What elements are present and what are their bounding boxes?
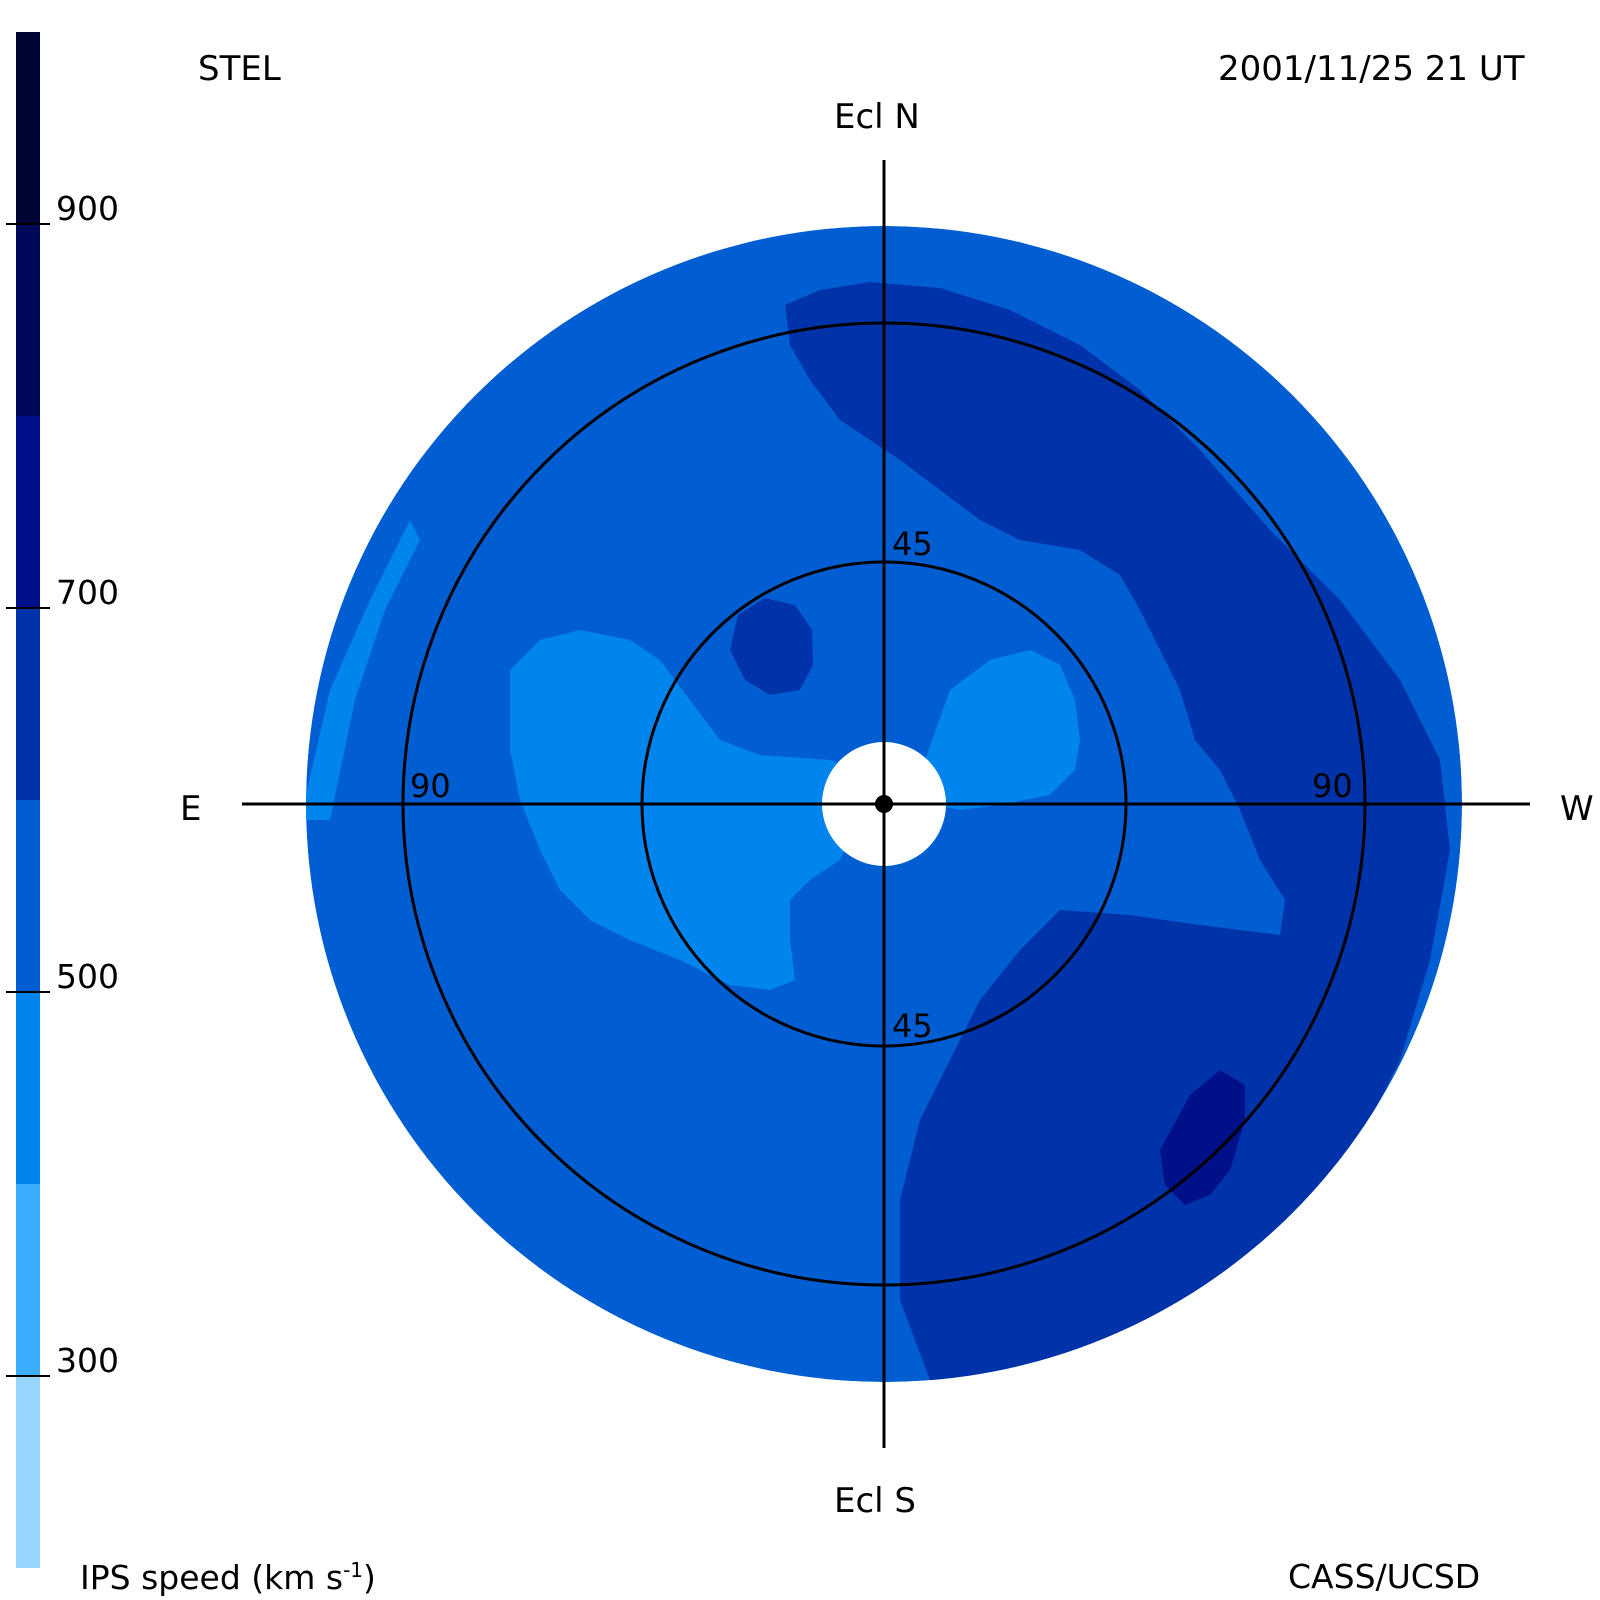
fast-blob-north-east-region bbox=[730, 598, 813, 695]
slow-lobe-east-region bbox=[510, 630, 860, 990]
slow-lobe-west-region bbox=[920, 650, 1080, 810]
colorbar-tick-label-300: 300 bbox=[56, 1341, 119, 1380]
ring-90-left-label: 90 bbox=[410, 767, 451, 805]
colorbar-tick-label-900: 900 bbox=[56, 189, 119, 228]
colorbar-bin-600 bbox=[16, 608, 40, 800]
west-label: W bbox=[1560, 789, 1594, 829]
colorbar-ticks: 300 500 700 900 bbox=[6, 189, 119, 1380]
colorbar-tick-label-500: 500 bbox=[56, 957, 119, 996]
colorbar-bin-500 bbox=[16, 800, 40, 992]
ring-45-top-label: 45 bbox=[892, 525, 933, 563]
colorbar-bin-800 bbox=[16, 224, 40, 416]
south-label: Ecl S bbox=[834, 1481, 917, 1521]
colorbar-bin-900 bbox=[16, 32, 40, 224]
station-label: STEL bbox=[198, 49, 281, 89]
slow-rim-east-region bbox=[306, 520, 420, 820]
colorbar-title-exponent: -1 bbox=[343, 1558, 364, 1582]
colorbar-bin-200 bbox=[16, 1376, 40, 1568]
colorbar bbox=[16, 32, 40, 1568]
fast-band-region bbox=[785, 282, 1450, 1380]
north-label: Ecl N bbox=[834, 97, 920, 137]
credit-label: CASS/UCSD bbox=[1288, 1557, 1481, 1596]
timestamp-label: 2001/11/25 21 UT bbox=[1218, 49, 1525, 89]
colorbar-title: IPS speed (km s-1) bbox=[80, 1560, 376, 1594]
sun-center-dot bbox=[875, 795, 893, 813]
ring-45-bottom-label: 45 bbox=[892, 1007, 933, 1045]
faster-spot-region bbox=[1160, 1070, 1245, 1205]
colorbar-bin-700 bbox=[16, 416, 40, 608]
ring-90-right-label: 90 bbox=[1312, 767, 1353, 805]
east-label: E bbox=[180, 789, 202, 829]
colorbar-tick-label-700: 700 bbox=[56, 573, 119, 612]
colorbar-bin-400 bbox=[16, 992, 40, 1184]
colorbar-title-close: ) bbox=[363, 1558, 376, 1597]
colorbar-bin-300 bbox=[16, 1184, 40, 1376]
colorbar-title-text: IPS speed (km s bbox=[80, 1558, 344, 1597]
